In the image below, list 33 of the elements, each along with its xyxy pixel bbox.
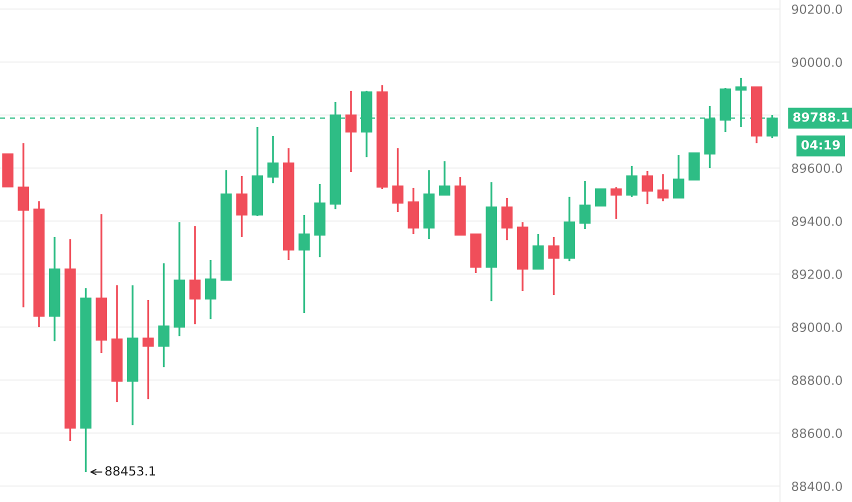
y-tick-label: 89000.0 xyxy=(792,322,842,332)
candlestick xyxy=(158,262,170,368)
annotation: 88453.1 xyxy=(105,466,156,476)
candlestick xyxy=(438,160,450,196)
text: 04:19 xyxy=(801,140,840,150)
candlestick xyxy=(532,233,544,270)
candlestick xyxy=(579,180,591,230)
candlestick xyxy=(298,214,310,314)
candlestick xyxy=(18,142,30,308)
candlestick xyxy=(626,165,638,198)
candlestick xyxy=(189,225,201,326)
candlestick xyxy=(642,170,654,205)
candlestick xyxy=(392,147,404,213)
y-tick-label: 88600.0 xyxy=(792,428,842,438)
candlestick xyxy=(345,90,357,173)
y-tick-label: 89200.0 xyxy=(792,270,842,279)
candlestick xyxy=(501,197,513,242)
y-tick-label: 89600.0 xyxy=(792,164,842,173)
candlestick xyxy=(204,259,216,320)
y-tick-label: 88800.0 xyxy=(792,376,842,386)
candlestick xyxy=(657,173,669,202)
candlestick xyxy=(548,236,560,296)
y-tick-label: 88400.0 xyxy=(792,482,842,492)
candlestick xyxy=(594,188,606,206)
y-tick-label: 90000.0 xyxy=(792,57,842,67)
candlestick xyxy=(610,186,622,220)
candlestick xyxy=(236,175,248,238)
candlestick xyxy=(672,154,684,199)
y-tick-label: 89400.0 xyxy=(792,216,842,226)
y-tick-label: 90200.0 xyxy=(792,4,842,14)
candlestick xyxy=(142,299,154,400)
ref-line-label: 89788.1 xyxy=(793,112,849,122)
candlestick xyxy=(267,135,279,184)
